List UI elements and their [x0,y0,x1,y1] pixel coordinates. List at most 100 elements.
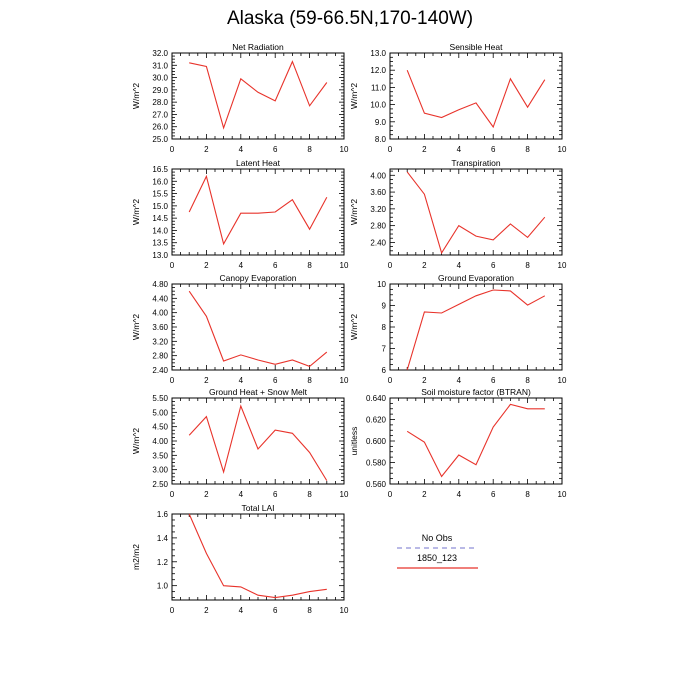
series-line [189,60,328,130]
y-tick-label: 1.6 [157,510,169,519]
chart-panel: 0 2 4 6 8 10 25.0 26.0 27.0 28.0 29.0 30.0 31.0 32.0 N… [131,42,349,154]
x-tick-label: 4 [457,261,462,270]
x-tick-label: 8 [525,145,530,154]
x-tick-label: 10 [340,261,349,270]
chart-panel: 0 2 4 6 8 10 0.560 0.580 0.600 0.620 0.640 Soil moi… [349,387,567,499]
y-tick-label: 15.5 [152,190,168,199]
x-tick-label: 2 [422,376,427,385]
y-tick-label: 9 [382,302,387,311]
y-tick-label: 11.0 [371,83,387,92]
y-tick-label: 2.80 [152,352,168,361]
y-tick-label: 14.0 [152,226,168,235]
series-line [188,513,327,599]
x-tick-label: 4 [239,606,244,615]
x-tick-label: 4 [457,376,462,385]
y-tick-label: 2.80 [370,222,386,231]
x-tick-label: 2 [422,490,427,499]
x-tick-label: 8 [307,606,312,615]
x-tick-label: 6 [273,490,278,499]
y-tick-label: 13.0 [370,49,386,58]
x-tick-label: 10 [558,490,567,499]
x-tick-label: 10 [340,145,349,154]
y-tick-label: 4.80 [152,280,168,289]
chart-panel: 0 2 4 6 8 10 8.0 9.0 10.0 11.0 12.0 13.0 Sensible He… [349,42,567,154]
y-tick-label: 0.620 [366,416,387,425]
y-tick-label: 1.2 [157,558,169,567]
x-tick-label: 8 [525,261,530,270]
y-tick-label: 8 [382,323,387,332]
panel-title: Latent Heat [236,158,281,168]
y-tick-label: 4.00 [152,437,168,446]
x-tick-label: 6 [273,606,278,615]
x-tick-label: 0 [170,376,175,385]
y-tick-label: 16.0 [152,177,168,186]
x-tick-label: 0 [388,490,393,499]
y-tick-label: 16.5 [152,165,168,174]
x-tick-label: 10 [558,261,567,270]
x-tick-label: 8 [307,261,312,270]
series-line [406,403,545,478]
x-tick-label: 8 [525,490,530,499]
x-tick-label: 2 [204,376,209,385]
plot-frame [389,397,563,485]
y-tick-label: 3.00 [152,466,168,475]
y-tick-label: 3.60 [370,188,386,197]
x-tick-label: 6 [491,145,496,154]
y-tick-label: 2.40 [152,366,168,375]
y-tick-label: 4.00 [370,171,386,180]
x-tick-label: 10 [340,490,349,499]
y-tick-label: 13.0 [152,251,168,260]
y-tick-label: 25.0 [152,135,168,144]
plot-frame [389,168,563,256]
y-tick-label: 5.50 [152,394,168,403]
x-tick-label: 2 [422,261,427,270]
x-tick-label: 4 [239,261,244,270]
page-title: Alaska (59-66.5N,170-140W) [226,8,474,29]
series-line [188,290,328,368]
chart-panel: 0 2 4 6 8 10 2.50 3.00 3.50 4.00 4.50 5.00 5.50 Groun… [131,387,349,499]
x-tick-label: 0 [170,490,175,499]
chart-panel: 0 2 4 6 8 10 2.40 2.80 3.20 3.60 4.00 Transpiration… [349,158,567,270]
x-tick-label: 6 [491,376,496,385]
x-tick-label: 8 [307,145,312,154]
y-tick-label: 3.60 [152,323,168,332]
y-tick-label: 14.5 [152,214,168,223]
x-tick-label: 0 [388,261,393,270]
x-tick-label: 6 [273,145,278,154]
chart-panel: 0 2 4 6 8 10 1.0 1.2 1.4 1.6 Total LAI m2/m2 [131,503,349,615]
x-tick-label: 6 [491,490,496,499]
plot-frame [171,513,345,601]
y-axis-label: m2/m2 [131,544,141,570]
panel-title: Soil moisture factor (BTRAN) [421,387,531,397]
legend-label: 1850_123 [417,553,457,563]
y-tick-label: 0.600 [366,437,387,446]
y-tick-label: 4.40 [152,294,168,303]
x-tick-label: 6 [273,261,278,270]
y-axis-label: W/m^2 [131,199,141,225]
legend: No Obs 1850_123 [397,533,478,569]
x-tick-label: 8 [307,376,312,385]
y-tick-label: 0.560 [366,480,387,489]
y-tick-label: 4.00 [152,309,168,318]
y-tick-label: 6 [382,366,387,375]
x-tick-label: 10 [558,376,567,385]
x-tick-label: 2 [204,145,209,154]
y-tick-label: 4.50 [152,423,168,432]
x-tick-label: 2 [422,145,427,154]
legend-label: No Obs [422,533,453,543]
x-tick-label: 2 [204,490,209,499]
x-tick-label: 0 [170,606,175,615]
y-tick-label: 0.640 [366,394,387,403]
plot-frame [171,168,345,256]
x-tick-label: 2 [204,261,209,270]
plot-frame [171,283,345,371]
y-tick-label: 0.580 [366,459,387,468]
y-tick-label: 1.0 [157,582,169,591]
series-line [406,171,546,255]
panel-title: Transpiration [451,158,501,168]
y-tick-label: 28.0 [152,98,168,107]
y-axis-label: W/m^2 [349,83,359,109]
y-axis-label: W/m^2 [349,314,359,340]
panel-title: Total LAI [241,503,274,513]
